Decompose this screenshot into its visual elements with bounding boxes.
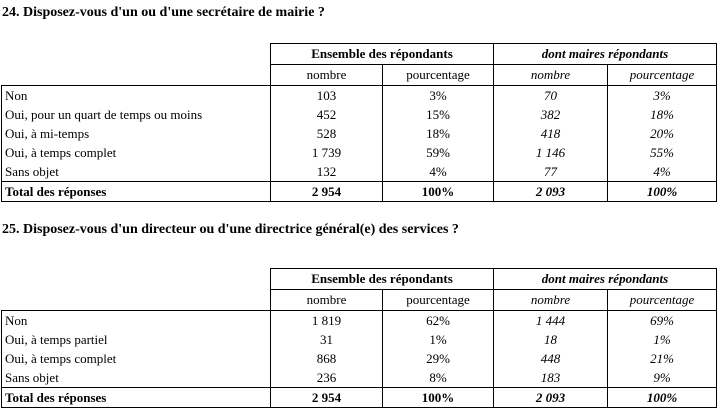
cell-maires-pourcentage: 9% bbox=[607, 368, 717, 388]
row-label: Sans objet bbox=[1, 162, 271, 182]
cell-ensemble-nombre: 528 bbox=[270, 124, 383, 143]
cell-maires-pourcentage: 18% bbox=[607, 105, 717, 124]
col-header-ensemble-nombre: nombre bbox=[270, 64, 383, 86]
cell-ensemble-pourcentage: 62% bbox=[382, 310, 494, 330]
row-label: Oui, à mi-temps bbox=[1, 124, 271, 143]
table-row: Oui, à mi-temps 528 18% 418 20% bbox=[1, 124, 717, 143]
cell-ensemble-nombre: 1 739 bbox=[270, 143, 383, 162]
cell-maires-nombre: 18 bbox=[493, 330, 608, 349]
cell-ensemble-nombre: 2 954 bbox=[270, 387, 383, 408]
cell-maires-pourcentage: 100% bbox=[607, 181, 717, 202]
table-row: Non 103 3% 70 3% bbox=[1, 85, 717, 105]
cell-ensemble-pourcentage: 3% bbox=[382, 85, 494, 105]
table-row: Non 1 819 62% 1 444 69% bbox=[1, 310, 717, 330]
cell-ensemble-pourcentage: 1% bbox=[382, 330, 494, 349]
cell-maires-pourcentage: 3% bbox=[607, 85, 717, 105]
col-header-maires-pourcentage: pourcentage bbox=[607, 64, 717, 86]
cell-ensemble-nombre: 103 bbox=[270, 85, 383, 105]
cell-maires-nombre: 1 146 bbox=[493, 143, 608, 162]
col-header-ensemble-nombre: nombre bbox=[270, 289, 383, 311]
header-spacer bbox=[2, 269, 271, 290]
row-label: Non bbox=[1, 85, 271, 105]
col-header-maires-nombre: nombre bbox=[493, 289, 608, 311]
cell-maires-pourcentage: 21% bbox=[607, 349, 717, 368]
col-header-maires-pourcentage: pourcentage bbox=[607, 289, 717, 311]
group-header-row: Ensemble des répondants dont maires répo… bbox=[2, 43, 717, 65]
row-label: Oui, à temps complet bbox=[1, 349, 271, 368]
table-row: Oui, à temps complet 1 739 59% 1 146 55% bbox=[1, 143, 717, 162]
group-header-maires: dont maires répondants bbox=[493, 43, 717, 65]
table-row: Oui, pour un quart de temps ou moins 452… bbox=[1, 105, 717, 124]
cell-maires-pourcentage: 69% bbox=[607, 310, 717, 330]
total-row: Total des réponses 2 954 100% 2 093 100% bbox=[1, 181, 717, 202]
cell-maires-pourcentage: 1% bbox=[607, 330, 717, 349]
cell-maires-pourcentage: 20% bbox=[607, 124, 717, 143]
cell-ensemble-nombre: 132 bbox=[270, 162, 383, 182]
cell-ensemble-pourcentage: 15% bbox=[382, 105, 494, 124]
cell-maires-pourcentage: 100% bbox=[607, 387, 717, 408]
table-row: Sans objet 132 4% 77 4% bbox=[1, 162, 717, 182]
col-header-maires-nombre: nombre bbox=[493, 64, 608, 86]
table-row: Oui, à temps partiel 31 1% 18 1% bbox=[1, 330, 717, 349]
header-spacer bbox=[2, 290, 271, 311]
cell-ensemble-nombre: 31 bbox=[270, 330, 383, 349]
cell-ensemble-nombre: 236 bbox=[270, 368, 383, 388]
group-header-ensemble: Ensemble des répondants bbox=[270, 268, 494, 290]
question-25-title: 25. Disposez-vous d'un directeur ou d'un… bbox=[2, 222, 459, 237]
cell-maires-nombre: 183 bbox=[493, 368, 608, 388]
cell-ensemble-pourcentage: 4% bbox=[382, 162, 494, 182]
column-header-row: nombre pourcentage nombre pourcentage bbox=[2, 289, 717, 311]
question-24-title: 24. Disposez-vous d'un ou d'une secrétai… bbox=[2, 5, 325, 20]
cell-ensemble-nombre: 868 bbox=[270, 349, 383, 368]
cell-ensemble-pourcentage: 59% bbox=[382, 143, 494, 162]
cell-ensemble-pourcentage: 8% bbox=[382, 368, 494, 388]
row-label: Non bbox=[1, 310, 271, 330]
row-label: Oui, à temps partiel bbox=[1, 330, 271, 349]
cell-maires-nombre: 70 bbox=[493, 85, 608, 105]
cell-maires-nombre: 1 444 bbox=[493, 310, 608, 330]
cell-ensemble-nombre: 2 954 bbox=[270, 181, 383, 202]
cell-ensemble-pourcentage: 100% bbox=[382, 181, 494, 202]
group-header-maires: dont maires répondants bbox=[493, 268, 717, 290]
row-label: Oui, pour un quart de temps ou moins bbox=[1, 105, 271, 124]
total-row: Total des réponses 2 954 100% 2 093 100% bbox=[1, 387, 717, 408]
col-header-ensemble-pourcentage: pourcentage bbox=[382, 289, 494, 311]
row-label: Sans objet bbox=[1, 368, 271, 388]
row-label: Oui, à temps complet bbox=[1, 143, 271, 162]
total-row-label: Total des réponses bbox=[1, 181, 271, 202]
cell-ensemble-nombre: 452 bbox=[270, 105, 383, 124]
header-spacer bbox=[2, 44, 271, 65]
total-row-label: Total des réponses bbox=[1, 387, 271, 408]
cell-maires-nombre: 2 093 bbox=[493, 181, 608, 202]
column-header-row: nombre pourcentage nombre pourcentage bbox=[2, 64, 717, 86]
col-header-ensemble-pourcentage: pourcentage bbox=[382, 64, 494, 86]
header-spacer bbox=[2, 65, 271, 86]
cell-maires-nombre: 382 bbox=[493, 105, 608, 124]
cell-ensemble-pourcentage: 100% bbox=[382, 387, 494, 408]
table-row: Oui, à temps complet 868 29% 448 21% bbox=[1, 349, 717, 368]
results-table-question-24: Ensemble des répondants dont maires répo… bbox=[1, 43, 717, 202]
cell-maires-nombre: 77 bbox=[493, 162, 608, 182]
table-row: Sans objet 236 8% 183 9% bbox=[1, 368, 717, 388]
cell-maires-pourcentage: 4% bbox=[607, 162, 717, 182]
cell-maires-nombre: 418 bbox=[493, 124, 608, 143]
cell-maires-pourcentage: 55% bbox=[607, 143, 717, 162]
cell-maires-nombre: 448 bbox=[493, 349, 608, 368]
cell-ensemble-nombre: 1 819 bbox=[270, 310, 383, 330]
cell-maires-nombre: 2 093 bbox=[493, 387, 608, 408]
cell-ensemble-pourcentage: 29% bbox=[382, 349, 494, 368]
results-table-question-25: Ensemble des répondants dont maires répo… bbox=[1, 268, 717, 408]
group-header-row: Ensemble des répondants dont maires répo… bbox=[2, 268, 717, 290]
cell-ensemble-pourcentage: 18% bbox=[382, 124, 494, 143]
group-header-ensemble: Ensemble des répondants bbox=[270, 43, 494, 65]
